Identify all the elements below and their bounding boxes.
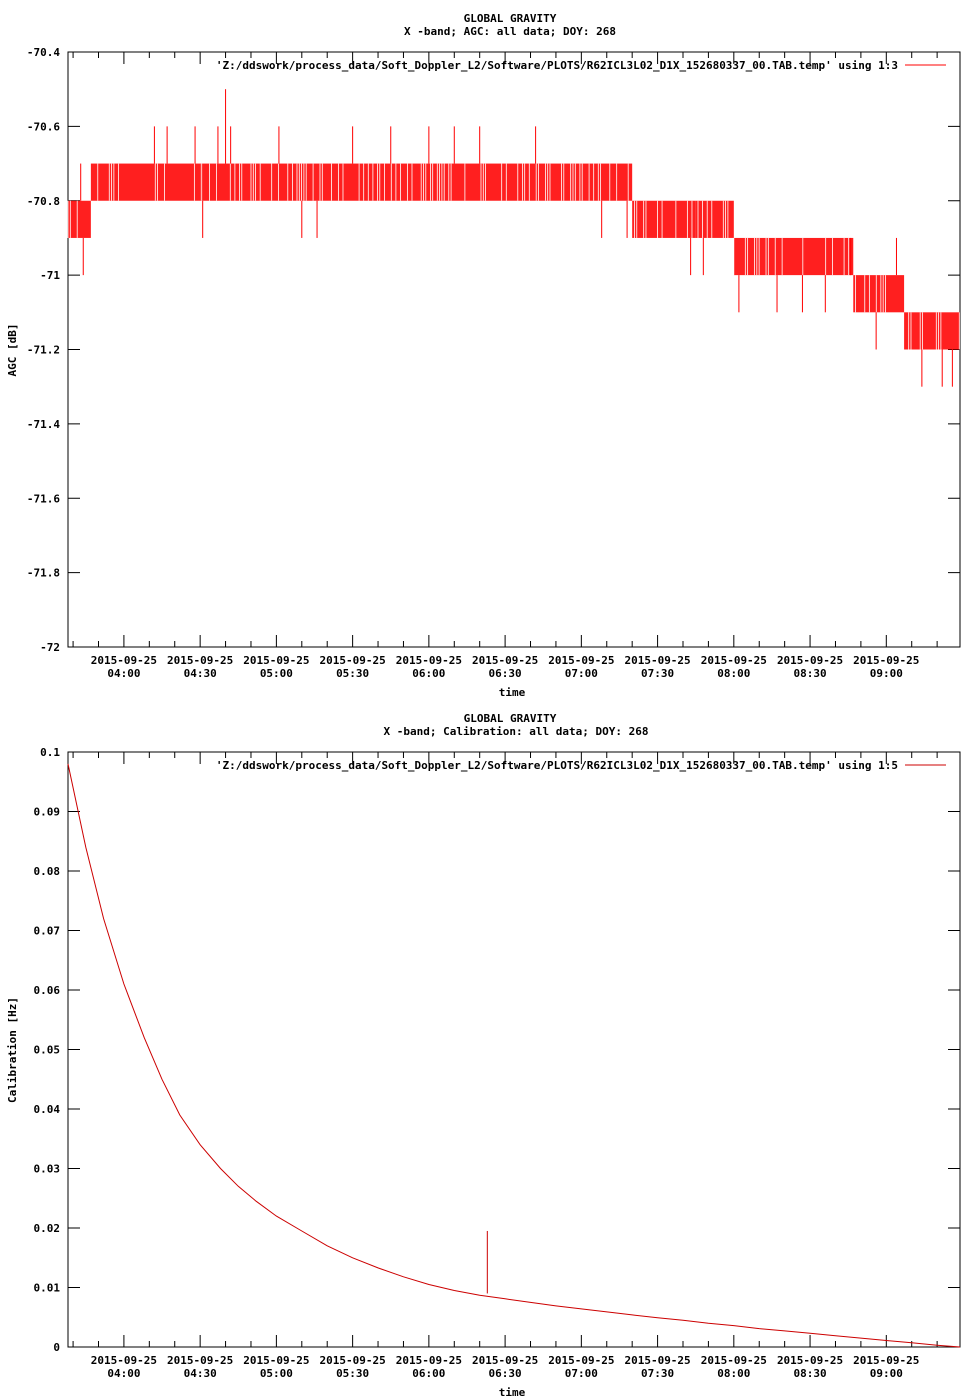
agc-x-tick-time: 09:00 — [870, 667, 903, 680]
calibration-y-tick-label: 0.1 — [40, 746, 60, 759]
agc-data-band — [202, 163, 633, 201]
calibration-y-tick-label: 0.04 — [34, 1103, 61, 1116]
agc-y-tick-label: -70.6 — [27, 120, 60, 133]
agc-x-tick-date: 2015-09-25 — [777, 654, 843, 667]
agc-x-tick-date: 2015-09-25 — [167, 654, 233, 667]
calibration-y-tick-label: 0.09 — [34, 806, 61, 819]
agc-plot-border — [67, 51, 961, 648]
agc-y-tick-label: -71.4 — [27, 418, 60, 431]
agc-x-tick-time: 07:00 — [565, 667, 598, 680]
calibration-y-tick-label: 0 — [53, 1341, 60, 1354]
agc-data-band — [68, 200, 91, 238]
agc-chart: GLOBAL GRAVITY X -band; AGC: all data; D… — [6, 12, 961, 699]
calibration-x-tick-time: 08:30 — [794, 1367, 827, 1380]
agc-y-tick-label: -70.8 — [27, 195, 60, 208]
calibration-x-tick-time: 07:30 — [641, 1367, 674, 1380]
calibration-x-tick-time: 06:00 — [412, 1367, 445, 1380]
agc-x-tick-time: 08:00 — [717, 667, 750, 680]
agc-legend-label: 'Z:/ddswork/process_data/Soft_Doppler_L2… — [216, 59, 898, 72]
calibration-x-tick-date: 2015-09-25 — [777, 1354, 843, 1367]
calibration-x-tick-date: 2015-09-25 — [624, 1354, 690, 1367]
agc-x-tick-date: 2015-09-25 — [853, 654, 919, 667]
calibration-chart: GLOBAL GRAVITY X -band; Calibration: all… — [6, 712, 961, 1399]
agc-data-band — [853, 275, 905, 313]
agc-x-tick-time: 04:00 — [107, 667, 140, 680]
agc-x-tick-time: 04:30 — [184, 667, 217, 680]
calibration-x-tick-date: 2015-09-25 — [91, 1354, 157, 1367]
agc-y-tick-label: -71 — [40, 269, 60, 282]
agc-x-tick-date: 2015-09-25 — [624, 654, 690, 667]
calibration-x-tick-time: 08:00 — [717, 1367, 750, 1380]
calibration-x-tick-time: 05:30 — [336, 1367, 369, 1380]
agc-data-band — [90, 163, 203, 201]
agc-y-tick-label: -71.2 — [27, 344, 60, 357]
calibration-y-tick-label: 0.06 — [34, 984, 61, 997]
agc-x-tick-time: 07:30 — [641, 667, 674, 680]
calibration-x-tick-date: 2015-09-25 — [472, 1354, 538, 1367]
agc-y-tick-label: -70.4 — [27, 46, 60, 59]
agc-plot-area: -70.4 -70.6 -70.8 -71 -71.2 -71.4 -71.6 -71.8 -7… — [27, 46, 961, 680]
agc-x-tick-date: 2015-09-25 — [91, 654, 157, 667]
calibration-chart-subtitle: X -band; Calibration: all data; DOY: 268 — [384, 725, 649, 738]
calibration-x-tick-date: 2015-09-25 — [396, 1354, 462, 1367]
calibration-y-tick-label: 0.02 — [34, 1222, 61, 1235]
calibration-x-tick-date: 2015-09-25 — [853, 1354, 919, 1367]
agc-data-band — [904, 312, 960, 350]
calibration-y-tick-label: 0.05 — [34, 1044, 61, 1057]
agc-x-tick-time: 08:30 — [794, 667, 827, 680]
calibration-y-tick-label: 0.01 — [34, 1282, 61, 1295]
agc-x-tick-time: 06:00 — [412, 667, 445, 680]
calibration-y-tick-label: 0.03 — [34, 1163, 61, 1176]
calibration-x-axis-label: time — [499, 1386, 526, 1399]
calibration-x-tick-time: 07:00 — [565, 1367, 598, 1380]
calibration-x-tick-time: 06:30 — [489, 1367, 522, 1380]
agc-x-axis-label: time — [499, 686, 526, 699]
agc-x-tick-date: 2015-09-25 — [243, 654, 309, 667]
calibration-y-tick-label: 0.07 — [34, 925, 61, 938]
calibration-plot-area: 0.1 0.09 0.08 0.07 0.06 0.05 0.04 0.03 0.02 0.01 0… — [34, 746, 961, 1380]
agc-x-tick-time: 06:30 — [489, 667, 522, 680]
calibration-x-tick-date: 2015-09-25 — [167, 1354, 233, 1367]
agc-chart-title: GLOBAL GRAVITY — [464, 12, 557, 25]
agc-x-tick-date: 2015-09-25 — [320, 654, 386, 667]
agc-y-tick-label: -71.8 — [27, 567, 60, 580]
calibration-x-tick-date: 2015-09-25 — [548, 1354, 614, 1367]
agc-y-tick-label: -71.6 — [27, 492, 60, 505]
agc-data-band — [804, 237, 854, 276]
calibration-y-tick-label: 0.08 — [34, 865, 61, 878]
calibration-x-tick-time: 05:00 — [260, 1367, 293, 1380]
agc-chart-subtitle: X -band; AGC: all data; DOY: 268 — [404, 25, 616, 38]
agc-data-band — [695, 200, 734, 238]
calibration-chart-title: GLOBAL GRAVITY — [464, 712, 557, 725]
calibration-data-line — [67, 763, 961, 1348]
agc-x-tick-time: 05:30 — [336, 667, 369, 680]
calibration-legend-label: 'Z:/ddswork/process_data/Soft_Doppler_L2… — [216, 759, 898, 772]
calibration-x-tick-time: 04:00 — [107, 1367, 140, 1380]
agc-data-band — [632, 200, 696, 238]
calibration-x-tick-date: 2015-09-25 — [701, 1354, 767, 1367]
calibration-x-tick-date: 2015-09-25 — [320, 1354, 386, 1367]
calibration-x-tick-date: 2015-09-25 — [243, 1354, 309, 1367]
calibration-x-tick-time: 04:30 — [184, 1367, 217, 1380]
agc-x-tick-date: 2015-09-25 — [548, 654, 614, 667]
calibration-x-tick-time: 09:00 — [870, 1367, 903, 1380]
calibration-plot-border — [67, 751, 961, 1348]
agc-x-tick-date: 2015-09-25 — [472, 654, 538, 667]
agc-x-tick-date: 2015-09-25 — [396, 654, 462, 667]
agc-x-tick-time: 05:00 — [260, 667, 293, 680]
agc-data-band — [733, 237, 805, 276]
agc-x-tick-date: 2015-09-25 — [701, 654, 767, 667]
agc-y-axis-label: AGC [dB] — [6, 324, 19, 377]
agc-y-tick-label: -72 — [40, 641, 60, 654]
calibration-y-axis-label: Calibration [Hz] — [6, 997, 19, 1103]
